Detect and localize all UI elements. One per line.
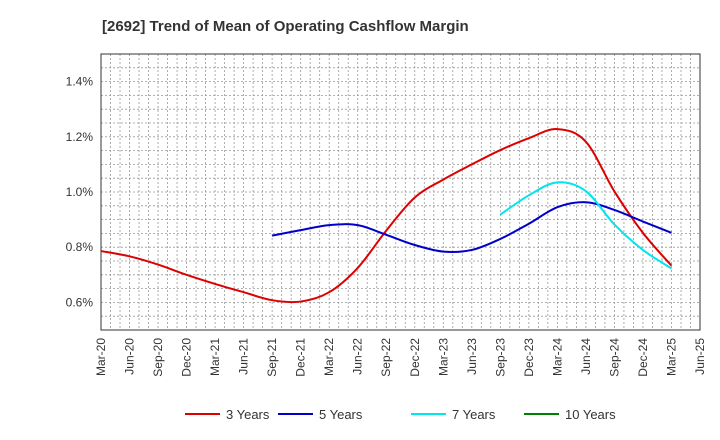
y-tick-label: 1.2% — [66, 130, 94, 144]
series-line-3-years — [100, 128, 673, 304]
x-tick-label: Jun-23 — [465, 338, 479, 375]
x-tick-label: Jun-25 — [693, 338, 707, 375]
y-tick-label: 1.4% — [66, 75, 94, 89]
x-tick-label: Jun-21 — [237, 338, 251, 375]
series-line-7-years — [499, 181, 673, 270]
x-tick-label: Sep-20 — [151, 338, 165, 377]
y-tick-label: 1.0% — [66, 185, 94, 199]
x-tick-label: Sep-22 — [379, 338, 393, 377]
legend-label-3-years: 3 Years — [226, 407, 270, 422]
y-tick-label: 0.6% — [66, 295, 94, 309]
x-tick-label: Dec-21 — [294, 338, 308, 377]
plot-area: 0.6% 0.8% 1.0% 1.2% 1.4% Mar-20 Jun-20 Sep-20 De… — [66, 53, 707, 377]
plot-frame — [100, 53, 701, 331]
x-tick-label: Jun-24 — [579, 338, 593, 375]
chart-title: [2692] Trend of Mean of Operating Cashfl… — [102, 18, 469, 35]
x-tick-label: Jun-20 — [123, 338, 137, 375]
x-tick-label: Mar-22 — [322, 338, 336, 376]
plot-background — [101, 54, 700, 330]
x-tick-label: Dec-24 — [636, 338, 650, 377]
legend: 3 Years 5 Years 7 Years 10 Years — [185, 407, 616, 422]
series-line-5-years — [271, 201, 672, 254]
y-tick-label: 0.8% — [66, 240, 94, 254]
x-tick-label: Mar-20 — [94, 338, 108, 376]
legend-label-5-years: 5 Years — [319, 407, 363, 422]
x-tick-label: Sep-21 — [265, 338, 279, 377]
x-tick-label: Dec-22 — [408, 338, 422, 377]
x-tick-label: Mar-23 — [436, 338, 450, 376]
legend-label-10-years: 10 Years — [565, 407, 616, 422]
x-tick-label: Dec-23 — [522, 338, 536, 377]
x-tick-label: Dec-20 — [180, 338, 194, 377]
x-tick-label: Mar-24 — [550, 338, 564, 376]
legend-label-7-years: 7 Years — [452, 407, 496, 422]
x-tick-label: Mar-25 — [664, 338, 678, 376]
x-tick-label: Sep-24 — [607, 338, 621, 377]
x-tick-label: Sep-23 — [493, 338, 507, 377]
x-tick-label: Jun-22 — [351, 338, 365, 375]
x-tick-label: Mar-21 — [208, 338, 222, 376]
